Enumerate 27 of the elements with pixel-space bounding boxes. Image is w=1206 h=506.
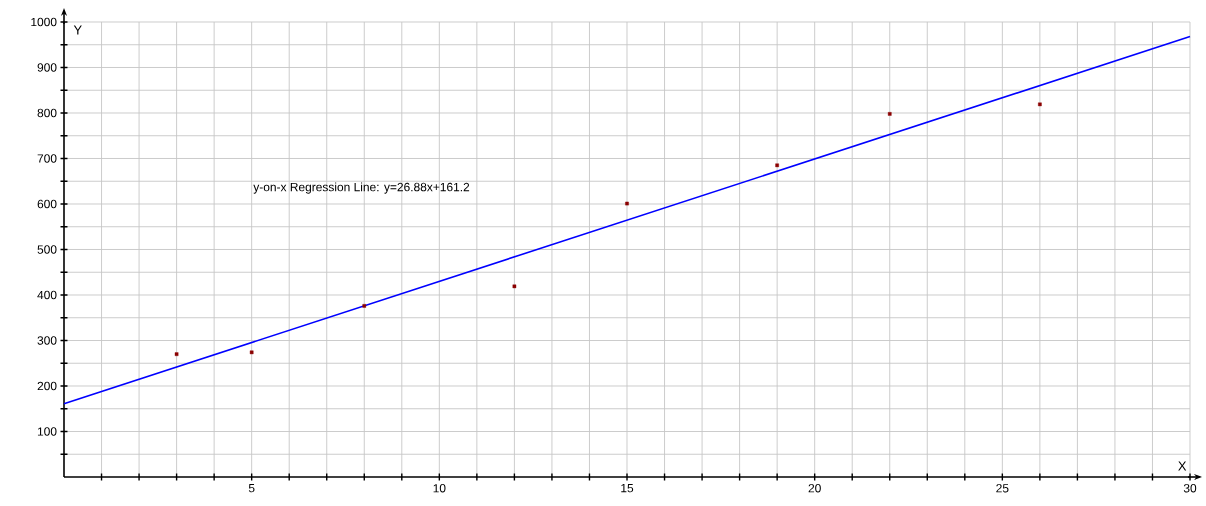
annotation: y-on-x Regression Line: y=26.88x+161.2 [253, 182, 470, 194]
point [1038, 102, 1042, 107]
x-tick-label: 5 [248, 484, 255, 493]
point [249, 350, 254, 355]
x-tick-label: 20 [808, 484, 821, 493]
y-tick-label: 200 [37, 381, 57, 391]
point [775, 163, 779, 168]
y-tick-label: 800 [37, 108, 57, 118]
y-tick-label: 900 [37, 63, 57, 72]
y-tick-label: 300 [37, 336, 57, 345]
y-tick-label: 600 [37, 199, 57, 209]
y-tick-label: 100 [37, 427, 57, 436]
point [887, 112, 892, 116]
point [362, 304, 367, 308]
y-tick-label: 400 [37, 290, 57, 300]
point [512, 284, 517, 289]
x-tick-label: 10 [433, 484, 446, 493]
y-tick-label: 1000 [31, 17, 57, 27]
point [625, 201, 629, 206]
y-axis-title: Y [73, 25, 82, 35]
x-tick-label: 15 [621, 484, 634, 493]
x-tick-label: 30 [1183, 484, 1197, 493]
x-axis-title: X [1178, 461, 1187, 471]
x-tick-label: 25 [996, 484, 1009, 493]
y-tick-label: 700 [37, 154, 57, 163]
point [174, 352, 179, 356]
y-tick-label: 500 [37, 245, 57, 254]
